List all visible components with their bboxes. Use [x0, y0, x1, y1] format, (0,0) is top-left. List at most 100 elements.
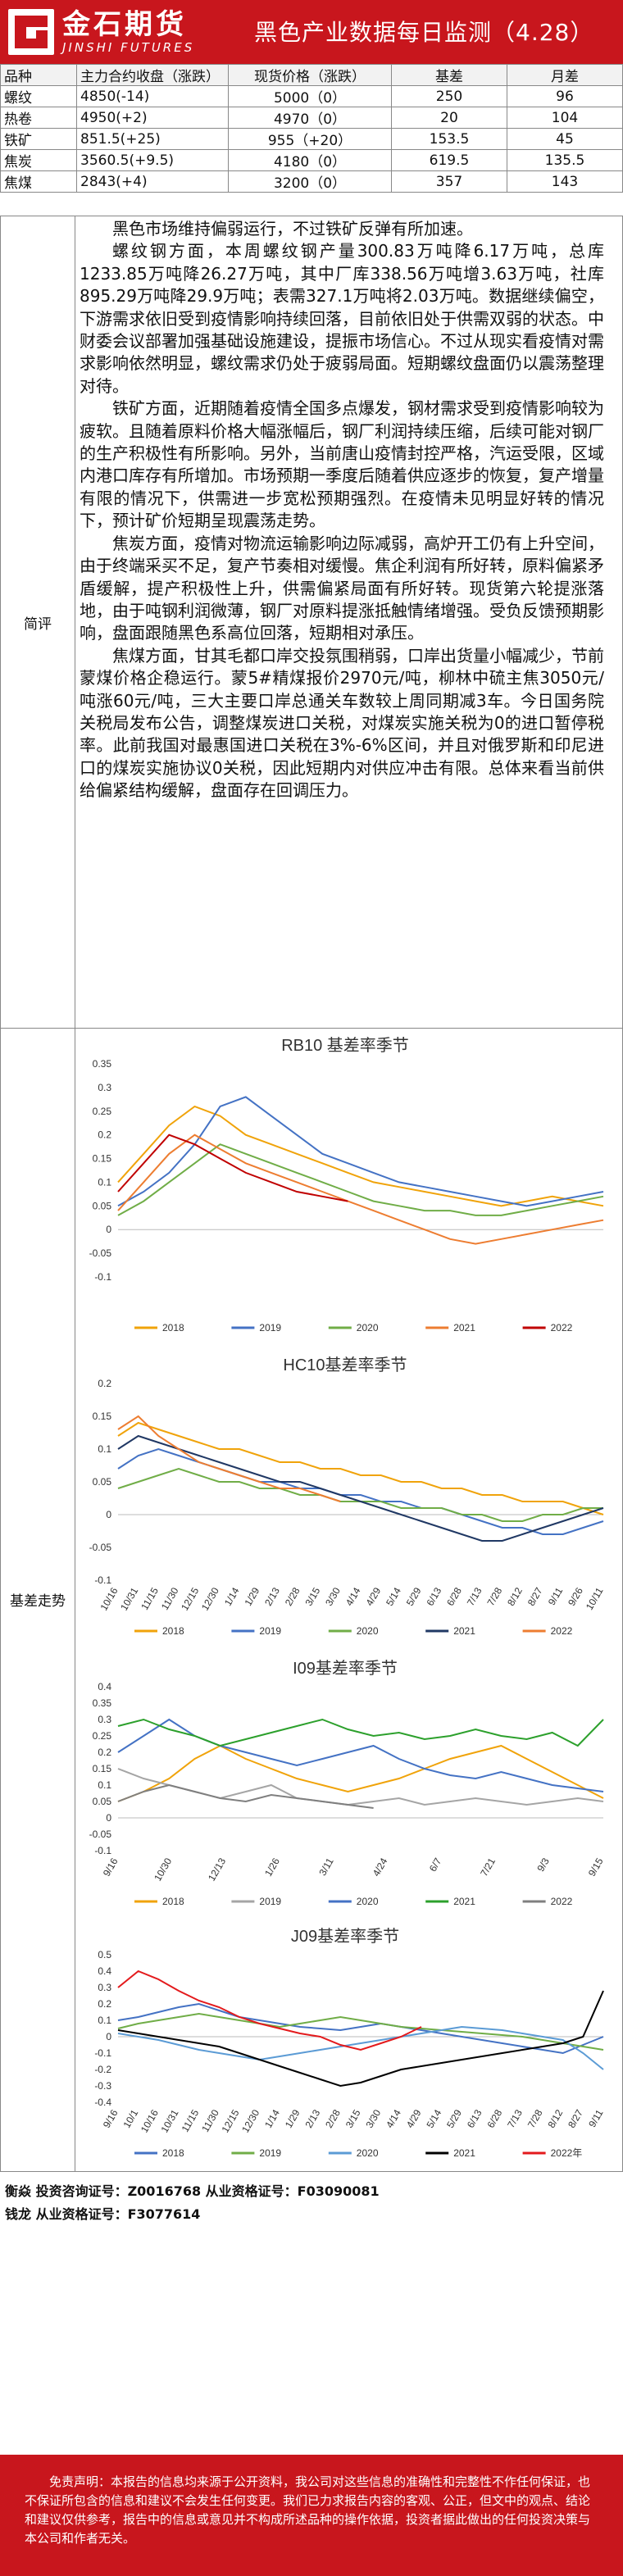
x-tick-label: 5/14	[384, 1585, 403, 1608]
series-line	[117, 1744, 604, 1802]
series-line	[117, 1415, 341, 1502]
x-tick-label: 10/11	[584, 1585, 606, 1612]
x-tick-label: 8/27	[525, 1585, 545, 1608]
series-line	[117, 2012, 604, 2051]
x-tick-label: 9/16	[101, 2107, 121, 2130]
table-cell: 焦煤	[0, 170, 77, 193]
legend-label: 2019	[259, 2147, 281, 2159]
y-tick-label: 0.05	[93, 1200, 112, 1211]
legend-label: 2022年	[551, 2147, 583, 2159]
legend-label: 2020	[357, 2147, 379, 2159]
table-cell: 4950(+2)	[76, 107, 229, 129]
series-line	[117, 1718, 604, 1792]
x-tick-label: 8/12	[505, 1585, 525, 1608]
comment-paragraph: 焦煤方面，甘其毛都口岸交投氛围稍弱，口岸出货量小幅减少，节前蒙煤价格企稳运行。蒙…	[80, 645, 604, 801]
disclaimer-text: 免责声明：本报告的信息均来源于公开资料，我公司对这些信息的准确性和完整性不作任何…	[25, 2474, 591, 2546]
legend-label: 2019	[259, 1625, 281, 1637]
column-header: 现货价格（涨跌）	[228, 64, 392, 86]
y-tick-label: 0.2	[98, 1129, 111, 1141]
table-cell: 2843(+4)	[76, 170, 229, 193]
x-tick-label: 2/28	[283, 1585, 302, 1608]
x-tick-label: 12/15	[179, 1585, 201, 1612]
analyst-line-2: 钱龙 从业资格证号：F3077614	[5, 2206, 201, 2222]
y-tick-label: 0.2	[98, 1747, 111, 1758]
chart-title: J09基差率季节	[291, 1927, 399, 1946]
column-header: 主力合约收盘（涨跌）	[76, 64, 229, 86]
i09-basis-chart: I09基差率季节 0.4 0.35 0.3 0.25 0.2 0.15 0.1 0.05 0 -0.…	[79, 1654, 612, 1916]
y-tick-label: -0.05	[89, 1542, 112, 1553]
y-tick-label: 0.35	[93, 1697, 112, 1709]
x-tick-label: 12/30	[239, 2107, 261, 2134]
y-tick-label: 0.05	[93, 1476, 112, 1488]
x-tick-label: 11/30	[199, 2107, 221, 2134]
series-line	[117, 2025, 604, 2070]
x-tick-label: 11/15	[180, 2107, 202, 2134]
table-cell: 96	[507, 85, 623, 107]
comment-section: 简评 黑色市场维持偏弱运行，不过铁矿反弹有所加速。 螺纹钢方面，本周螺纹钢产量30…	[0, 216, 623, 1029]
x-tick-label: 2/28	[323, 2107, 343, 2130]
y-tick-label: 0.4	[98, 1965, 111, 1977]
x-tick-label: 9/11	[586, 2107, 606, 2129]
x-tick-label: 4/24	[371, 1856, 390, 1879]
x-tick-label: 2/13	[302, 2107, 322, 2130]
x-tick-label: 1/14	[222, 1585, 242, 1608]
j09-basis-chart: J09基差率季节 0.5 0.4 0.3 0.2 0.1 0 -0.1 -0.2 -0.3 -0.4…	[79, 1922, 612, 2168]
analyst-credentials: 衡焱 投资咨询证号：Z0016768 从业资格证号：F03090081 钱龙 从…	[0, 2180, 623, 2226]
y-tick-label: -0.1	[94, 2047, 111, 2059]
column-header: 基差	[391, 64, 507, 86]
legend-label: 2018	[162, 1896, 184, 1907]
y-tick-label: 0.05	[93, 1796, 112, 1807]
y-tick-label: 0.25	[93, 1106, 112, 1117]
x-tick-label: 10/31	[158, 2107, 180, 2134]
table-cell: 619.5	[391, 149, 507, 171]
x-tick-label: 5/14	[424, 2107, 443, 2130]
series-line	[117, 1421, 604, 1515]
table-row: 热卷 4950(+2) 4970（0） 20 104	[0, 107, 623, 129]
legend-label: 2018	[162, 1625, 184, 1637]
y-tick-label: 0.2	[98, 1378, 111, 1389]
y-tick-label: 0.1	[98, 1779, 111, 1791]
quotes-table: 品种 主力合约收盘（涨跌） 现货价格（涨跌） 基差 月差 螺纹 4850(-14) 5000（…	[0, 64, 623, 193]
y-tick-label: 0.5	[98, 1949, 111, 1960]
y-tick-label: 0	[106, 1509, 111, 1520]
legend-label: 2021	[453, 1896, 475, 1907]
series-line	[117, 1096, 604, 1207]
table-cell: 焦炭	[0, 149, 77, 171]
x-tick-label: 4/29	[363, 1585, 383, 1608]
legend-label: 2021	[453, 1322, 475, 1333]
table-cell: 153.5	[391, 128, 507, 150]
series-line	[117, 1969, 422, 2051]
y-tick-label: -0.1	[94, 1574, 111, 1586]
series-line	[117, 1783, 374, 1809]
legend-label: 2019	[259, 1322, 281, 1333]
y-tick-label: 0.15	[93, 1763, 112, 1774]
series-line	[117, 1105, 604, 1207]
chart-title: HC10基差率季节	[283, 1356, 407, 1374]
company-logo: 金石期货 JINSHI FUTURES	[8, 5, 230, 59]
x-tick-label: 10/1	[121, 2107, 140, 2130]
x-tick-label: 6/13	[424, 1585, 443, 1608]
x-tick-label: 6/28	[444, 1585, 464, 1608]
x-tick-label: 6/13	[465, 2107, 484, 2130]
table-cell: 45	[507, 128, 623, 150]
y-tick-label: -0.05	[89, 1829, 112, 1840]
x-tick-label: 4/29	[404, 2107, 424, 2130]
legend-label: 2022	[551, 1322, 573, 1333]
x-tick-label: 3/15	[302, 1585, 322, 1608]
x-tick-label: 11/30	[159, 1585, 181, 1612]
comment-paragraph: 铁矿方面，近期随着疫情全国多点爆发，钢材需求受到疫情影响较为疲软。且随着原料价格…	[80, 398, 604, 531]
series-line	[117, 1134, 348, 1202]
x-tick-label: 6/7	[427, 1856, 444, 1874]
x-tick-label: 9/3	[534, 1856, 552, 1874]
series-line	[117, 2002, 604, 2055]
y-tick-label: 0.1	[98, 1443, 111, 1455]
chart-title: RB10 基差率季节	[281, 1036, 409, 1055]
hc10-basis-chart: HC10基差率季节 0.2 0.15 0.1 0.05 0 -0.05 -0.1 10/16 10…	[79, 1351, 612, 1646]
y-tick-label: -0.05	[89, 1247, 112, 1259]
report-title: 黑色产业数据每日监测（4.28）	[254, 19, 594, 46]
basis-label: 基差走势	[1, 1027, 75, 2171]
comment-paragraph: 螺纹钢方面，本周螺纹钢产量300.83万吨降6.17万吨，总库1233.85万吨…	[80, 241, 604, 396]
x-tick-label: 9/16	[101, 1856, 121, 1879]
x-tick-label: 3/15	[343, 2107, 363, 2130]
x-tick-label: 2/13	[262, 1585, 282, 1608]
